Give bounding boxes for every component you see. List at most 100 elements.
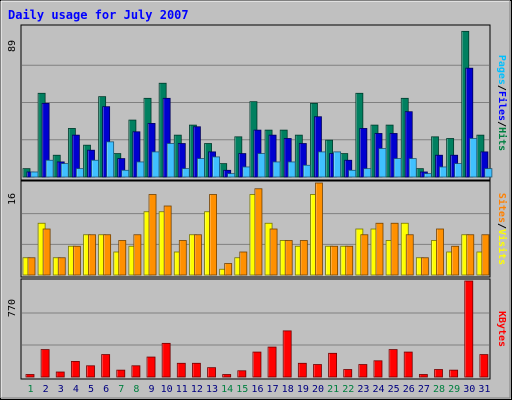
bar-outline-sites-day-10	[163, 205, 172, 276]
bar-pages-day-29	[454, 163, 462, 177]
day-label: 17	[267, 384, 279, 395]
bar-outline-pages-day-7	[121, 169, 130, 178]
day-label: 7	[118, 384, 124, 395]
day-label: 8	[133, 384, 139, 395]
bar-outline-kbytes-day-11	[176, 362, 186, 378]
bar-visits-day-12	[189, 234, 197, 275]
bar-sites-day-11	[179, 240, 187, 275]
bar-visits-day-16	[249, 194, 257, 275]
bar-outline-pages-day-29	[454, 163, 463, 178]
bar-kbytes-day-10	[162, 343, 171, 377]
bar-files-day-20	[314, 116, 322, 177]
bar-visits-day-10	[159, 211, 167, 275]
bar-kbytes-day-30	[464, 281, 473, 377]
bar-visits-day-1	[23, 257, 30, 275]
bar-outline-files-day-4	[71, 134, 80, 178]
bar-outline-kbytes-day-12	[192, 362, 201, 378]
bar-hits-day-26	[401, 98, 409, 177]
bar-visits-day-22	[340, 246, 348, 275]
day-label: 30	[463, 384, 475, 395]
day-label: 26	[403, 384, 415, 395]
hits-ymax-label: 89	[7, 40, 18, 52]
day-label: 12	[191, 384, 203, 395]
bar-hits-day-11	[174, 135, 182, 177]
bar-kbytes-day-26	[404, 352, 413, 377]
bar-outline-sites-day-16	[254, 188, 263, 276]
bar-files-day-16	[253, 130, 261, 177]
bar-visits-day-3	[53, 257, 61, 275]
bar-kbytes-day-9	[147, 357, 156, 377]
bar-outline-pages-day-3	[60, 163, 69, 178]
bar-kbytes-day-7	[116, 370, 125, 377]
bar-hits-day-5	[83, 145, 91, 177]
bar-outline-pages-day-13	[212, 156, 220, 178]
bar-outline-kbytes-day-30	[464, 280, 474, 378]
bar-files-day-7	[117, 158, 125, 177]
bar-visits-day-30	[461, 234, 469, 275]
bar-sites-day-5	[88, 234, 96, 275]
bar-sites-day-7	[118, 240, 126, 275]
bar-outline-sites-day-28	[436, 228, 444, 276]
day-label: 24	[372, 384, 384, 395]
bar-pages-day-17	[273, 161, 281, 177]
bar-sites-day-16	[254, 188, 262, 275]
bar-hits-day-16	[249, 101, 257, 177]
bar-outline-pages-day-15	[242, 166, 251, 178]
bar-outline-sites-day-15	[239, 251, 248, 276]
bar-kbytes-day-24	[373, 360, 382, 377]
bar-outline-sites-day-18	[284, 240, 293, 276]
bar-outline-sites-day-8	[133, 234, 142, 276]
bar-sites-day-4	[73, 246, 81, 275]
bar-visits-day-14	[219, 269, 227, 275]
bar-visits-day-19	[295, 246, 303, 275]
bar-sites-day-17	[270, 229, 278, 275]
bar-files-day-8	[132, 131, 140, 177]
bar-hits-day-24	[370, 125, 378, 177]
bar-outline-pages-day-9	[151, 151, 160, 178]
bar-outline-pages-day-22	[348, 169, 357, 178]
bar-hits-day-7	[113, 153, 121, 177]
bar-sites-day-25	[391, 223, 399, 275]
bar-sites-day-12	[194, 234, 202, 275]
bar-files-day-30	[465, 68, 473, 177]
day-label: 20	[312, 384, 324, 395]
bar-sites-day-3	[58, 257, 66, 275]
bar-outline-pages-day-25	[393, 158, 402, 178]
bar-outline-sites-day-29	[451, 245, 460, 276]
day-labels: 1 2 3 4 5 6 7 8 9 10 11 12 13 14 15 16 17 18 19 20 21 22 23 24 2…	[27, 384, 490, 395]
bar-visits-day-5	[83, 234, 91, 275]
bar-outline-files-day-11	[177, 143, 186, 178]
bar-files-day-31	[480, 151, 488, 177]
bar-hits-day-21	[325, 140, 333, 177]
bar-outline-files-day-26	[404, 111, 413, 178]
day-label: 31	[478, 384, 490, 395]
bar-outline-kbytes-day-4	[70, 361, 80, 378]
bar-outline-sites-day-4	[72, 245, 81, 276]
bar-outline-kbytes-day-18	[282, 330, 292, 378]
bar-outline-kbytes-day-20	[313, 364, 322, 378]
bar-sites-day-26	[406, 234, 414, 275]
bar-hits-day-29	[446, 138, 454, 177]
day-label: 5	[88, 384, 94, 395]
bar-outline-files-day-22	[344, 159, 353, 178]
bar-outline-kbytes-day-6	[101, 354, 111, 378]
bar-hits-day-1	[23, 168, 30, 177]
bar-hits-day-27	[416, 168, 424, 177]
bar-outline-kbytes-day-8	[131, 365, 141, 378]
bar-files-day-11	[178, 143, 186, 177]
bar-outline-files-day-19	[298, 143, 307, 178]
bar-pages-day-25	[394, 158, 402, 177]
bar-outline-files-day-7	[117, 158, 126, 178]
day-label: 13	[206, 384, 218, 395]
bar-hits-day-25	[386, 125, 394, 177]
legend-label-part: Sites	[496, 193, 508, 223]
day-label: 3	[58, 384, 64, 395]
bar-files-day-13	[208, 151, 216, 177]
bar-files-day-22	[344, 160, 352, 177]
bar-outline-sites-day-22	[345, 245, 354, 276]
bar-sites-day-18	[285, 240, 293, 275]
day-label: 23	[357, 384, 369, 395]
bar-outline-pages-day-12	[197, 158, 205, 178]
day-label: 28	[433, 384, 445, 395]
bar-outline-kbytes-day-23	[358, 364, 368, 378]
